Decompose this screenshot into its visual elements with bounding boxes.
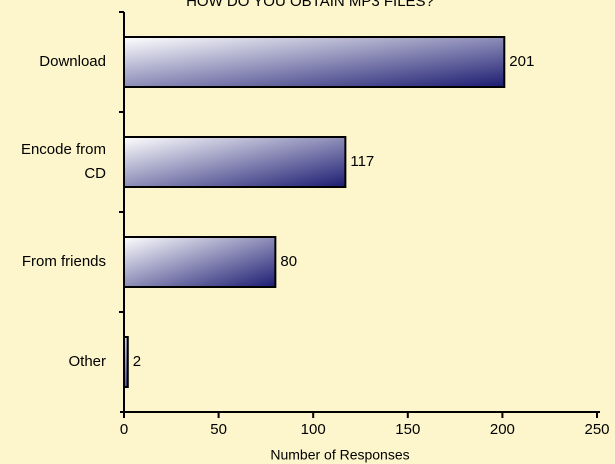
- x-tick-label: 50: [210, 421, 227, 438]
- x-tick-label: 200: [490, 421, 515, 438]
- bar: [123, 236, 277, 288]
- bar: [123, 136, 347, 188]
- value-label: 117: [350, 153, 374, 170]
- bar: [123, 36, 506, 88]
- value-label: 80: [280, 253, 297, 270]
- x-tick-label: 100: [301, 421, 326, 438]
- y-tick-label: Download: [39, 53, 106, 70]
- bar: [123, 336, 129, 388]
- x-tick-label: 0: [120, 421, 128, 438]
- value-label: 2: [133, 353, 141, 370]
- y-tick-label: Other: [68, 353, 106, 370]
- chart-title: HOW DO YOU OBTAIN MP3 FILES?: [186, 0, 434, 10]
- y-tick-label: From friends: [21, 253, 106, 270]
- x-tick-label: 150: [395, 421, 420, 438]
- value-label: 201: [509, 53, 534, 70]
- x-tick-label: 250: [584, 421, 609, 438]
- y-tick-label: Encode from CD: [20, 141, 106, 182]
- x-axis-label: Number of Responses: [270, 447, 409, 463]
